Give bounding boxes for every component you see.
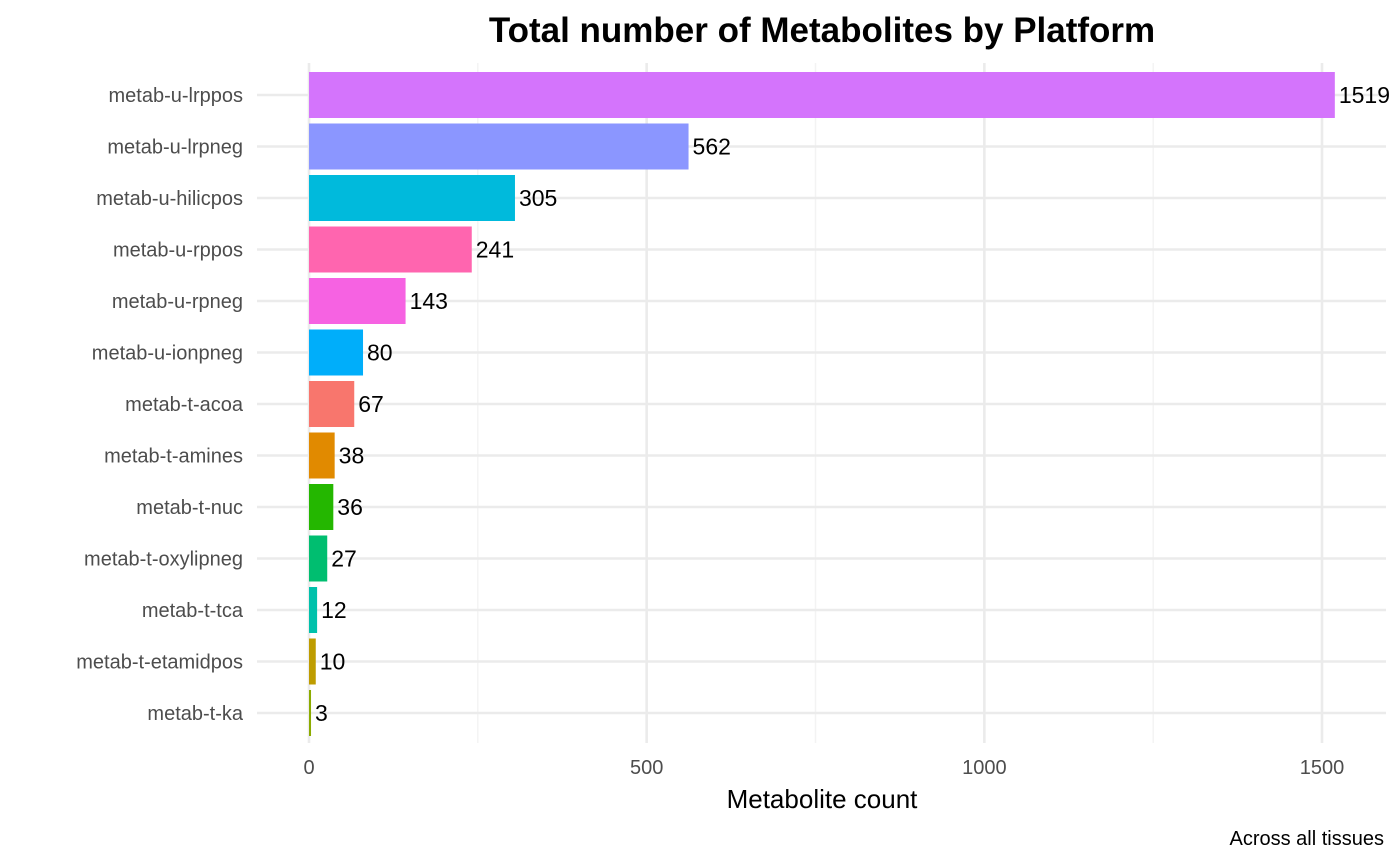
bar-metab-t-ka <box>309 690 312 736</box>
bar-metab-u-rpneg <box>309 278 406 324</box>
x-axis-tick-labels: 0 500 1000 1500 <box>303 757 1344 779</box>
bar-metab-u-lrppos <box>309 72 1335 118</box>
bar-metab-t-oxylipneg <box>309 535 328 582</box>
data-label: 3 <box>315 700 328 726</box>
y-tick-label: metab-u-lrppos <box>108 85 243 107</box>
bar-metab-u-hilicpos <box>309 175 515 221</box>
y-tick-label: metab-t-acoa <box>125 394 244 416</box>
y-tick-label: metab-t-ka <box>147 703 243 725</box>
bar-metab-t-tca <box>309 587 318 633</box>
bars <box>309 72 1335 736</box>
y-tick-label: metab-t-tca <box>142 600 244 622</box>
bar-metab-t-etamidpos <box>309 638 316 685</box>
x-tick-label: 1500 <box>1300 757 1345 779</box>
data-label: 12 <box>321 597 347 623</box>
y-tick-label: metab-t-nuc <box>136 497 243 519</box>
y-tick-label: metab-u-hilicpos <box>96 188 243 210</box>
data-label: 67 <box>358 391 384 417</box>
y-tick-label: metab-t-amines <box>104 446 243 468</box>
y-tick-label: metab-u-lrpneg <box>107 137 243 159</box>
chart-title: Total number of Metabolites by Platform <box>489 11 1155 50</box>
y-tick-label: metab-u-rppos <box>113 240 243 262</box>
chart-caption: Across all tissues <box>1230 828 1385 850</box>
data-label: 143 <box>410 288 448 314</box>
x-axis-title: Metabolite count <box>727 784 919 814</box>
y-tick-label: metab-u-rpneg <box>112 291 243 313</box>
data-label: 562 <box>693 134 731 160</box>
y-tick-label: metab-u-ionpneg <box>92 343 243 365</box>
x-tick-label: 1000 <box>962 757 1007 779</box>
bar-metab-t-amines <box>309 432 335 479</box>
bar-metab-u-lrpneg <box>309 123 689 170</box>
data-label: 36 <box>337 494 363 520</box>
data-label: 27 <box>331 546 357 572</box>
data-label: 80 <box>367 340 393 366</box>
y-tick-label: metab-t-etamidpos <box>76 652 243 674</box>
bar-metab-u-ionpneg <box>309 329 364 376</box>
data-label: 1519 <box>1339 82 1390 108</box>
bar-metab-t-acoa <box>309 381 355 427</box>
data-label: 241 <box>476 237 514 263</box>
y-tick-label: metab-t-oxylipneg <box>84 549 243 571</box>
data-label: 10 <box>320 649 346 675</box>
data-label: 38 <box>339 443 365 469</box>
y-axis-tick-labels: metab-u-lrppos metab-u-lrpneg metab-u-hili… <box>76 85 244 725</box>
bar-metab-u-rppos <box>309 226 472 273</box>
data-label: 305 <box>519 185 557 211</box>
x-tick-label: 0 <box>303 757 314 779</box>
bar-metab-t-nuc <box>309 484 334 530</box>
x-tick-label: 500 <box>630 757 663 779</box>
